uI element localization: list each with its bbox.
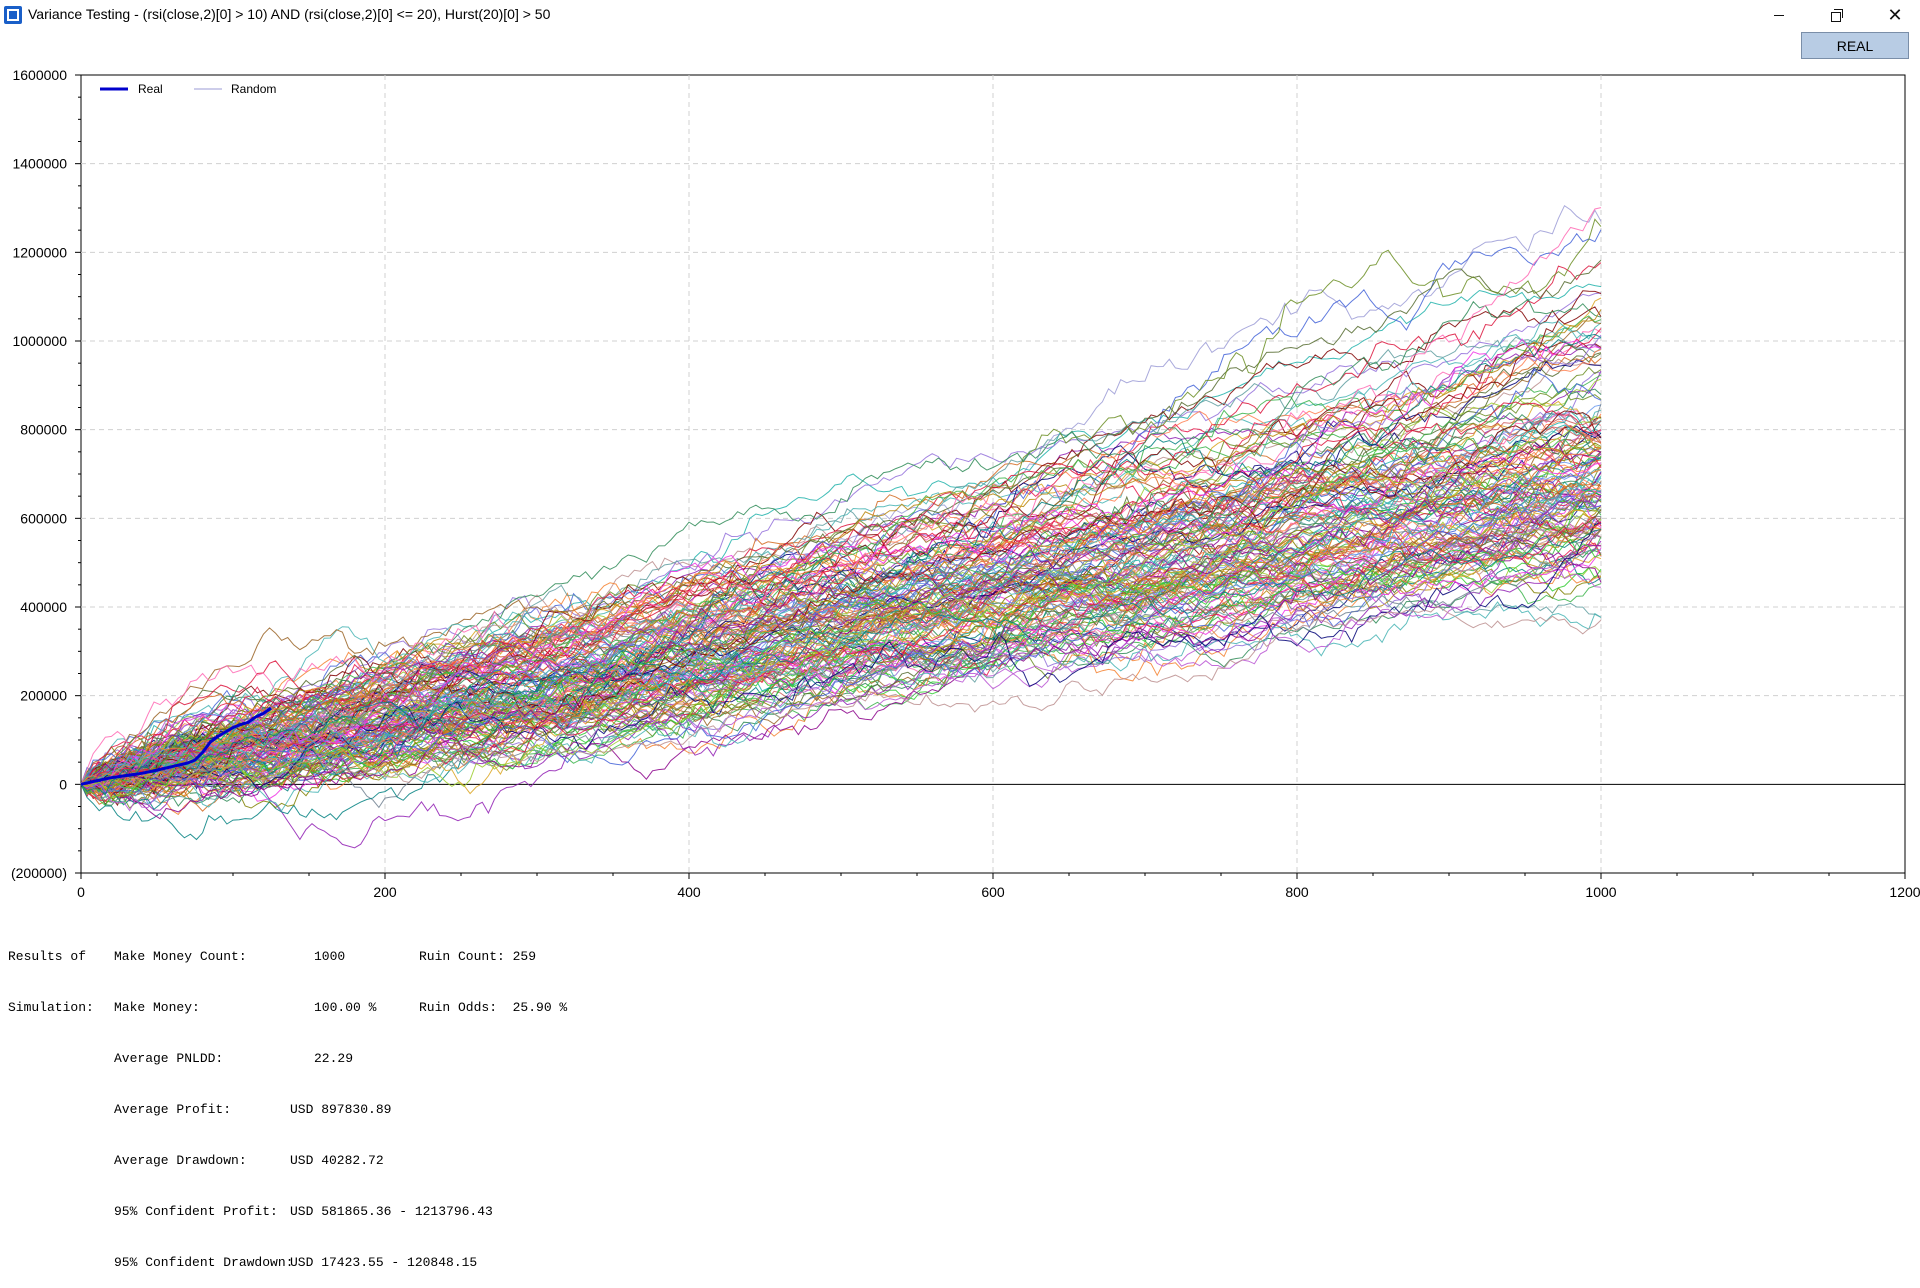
random-run-line	[80, 522, 1602, 790]
window-title: Variance Testing - (rsi(close,2)[0] > 10…	[28, 6, 551, 22]
y-tick-label: 400000	[20, 599, 67, 615]
random-run-line	[80, 333, 1602, 811]
x-tick-label: 200	[373, 884, 397, 900]
results-header-2: Simulation:	[8, 1000, 94, 1015]
average-profit-value: USD 897830.89	[290, 1102, 392, 1117]
real-series-line	[80, 706, 272, 786]
make-money-count-label: Make Money Count:	[114, 949, 247, 964]
random-run-line	[80, 338, 1602, 789]
random-run-line	[80, 481, 1602, 785]
x-tick-label: 1000	[1585, 884, 1616, 900]
x-tick-label: 400	[677, 884, 701, 900]
average-drawdown-label: Average Drawdown:	[114, 1153, 247, 1168]
random-run-line	[80, 471, 1602, 785]
random-run-line	[80, 521, 1602, 816]
y-tick-label: 1000000	[12, 333, 67, 349]
close-icon: ✕	[1887, 5, 1903, 25]
random-run-line	[80, 566, 1602, 812]
y-tick-label: (200000)	[11, 865, 67, 881]
random-run-line	[80, 457, 1602, 785]
random-run-line	[80, 443, 1602, 807]
x-tick-label: 800	[1285, 884, 1309, 900]
confident-drawdown-value: USD 17423.55 - 120848.15	[290, 1255, 478, 1270]
confident-profit-label: 95% Confident Profit:	[114, 1204, 278, 1219]
y-tick-label: 0	[59, 776, 67, 792]
random-run-line	[80, 306, 1602, 785]
random-run-line	[80, 537, 1602, 820]
random-run-line	[80, 425, 1602, 787]
confident-profit-value: USD 581865.36 - 1213796.43	[290, 1204, 493, 1219]
legend-random-label: Random	[231, 82, 276, 96]
app-icon	[4, 6, 22, 24]
average-drawdown-value: USD 40282.72	[290, 1153, 384, 1168]
restore-button[interactable]	[1814, 0, 1860, 30]
make-money-value: 100.00 %	[314, 1000, 377, 1015]
close-button[interactable]: ✕	[1872, 0, 1918, 30]
random-run-line	[80, 489, 1602, 789]
random-run-line	[80, 605, 1602, 785]
random-run-line	[80, 509, 1602, 785]
make-money-count-value: 1000	[314, 949, 346, 964]
random-run-line	[80, 315, 1602, 785]
random-run-line	[80, 481, 1602, 787]
random-run-line	[80, 467, 1602, 793]
average-pnldd-label: Average PNLDD:	[114, 1051, 224, 1066]
random-run-line	[80, 446, 1602, 798]
random-run-line	[80, 344, 1602, 785]
x-tick-label: 0	[77, 884, 85, 900]
legend-real-label: Real	[138, 82, 163, 96]
x-tick-label: 1200	[1889, 884, 1920, 900]
random-run-line	[80, 418, 1602, 788]
random-run-line	[80, 476, 1602, 785]
random-run-line	[80, 494, 1602, 785]
average-profit-label: Average Profit:	[114, 1102, 232, 1117]
average-pnldd-value: 22.29	[314, 1051, 354, 1066]
random-run-line	[80, 540, 1602, 793]
random-run-line	[80, 446, 1602, 785]
variance-chart: 0 200 400 600 800 1000 1200 1600000 1400000 12000…	[11, 67, 1920, 900]
random-run-line	[80, 436, 1602, 785]
random-run-line	[80, 410, 1602, 792]
y-tick-label: 1200000	[12, 244, 67, 260]
minimize-button[interactable]	[1756, 0, 1802, 30]
random-run-line	[80, 495, 1602, 795]
random-run-line	[80, 442, 1602, 800]
random-run-line	[80, 374, 1602, 793]
y-tick-label: 200000	[20, 688, 67, 704]
real-button[interactable]: REAL	[1801, 32, 1909, 59]
minimize-icon	[1774, 14, 1784, 16]
random-run-line	[80, 229, 1602, 785]
random-series-group	[80, 204, 1602, 849]
y-tick-label: 800000	[20, 422, 67, 438]
random-run-line	[80, 309, 1602, 790]
random-run-line	[80, 403, 1602, 795]
simulation-results: Results of Make Money Count: 1000 Ruin C…	[8, 914, 619, 1288]
random-run-line	[80, 509, 1602, 796]
random-run-line	[80, 508, 1602, 789]
random-run-line	[80, 528, 1602, 787]
random-run-line	[80, 369, 1602, 785]
results-header-1: Results of	[8, 949, 87, 964]
random-run-line	[80, 509, 1602, 793]
random-run-line	[80, 218, 1602, 787]
random-run-line	[81, 538, 1602, 791]
confident-drawdown-label: 95% Confident Drawdown:	[114, 1255, 294, 1270]
random-run-line	[80, 457, 1602, 841]
y-tick-label: 600000	[20, 510, 67, 526]
restore-icon	[1831, 9, 1843, 22]
x-tick-label: 600	[981, 884, 1005, 900]
y-tick-label: 1400000	[12, 156, 67, 172]
make-money-label: Make Money:	[114, 1000, 200, 1015]
ruin-count: Ruin Count: 259	[419, 949, 537, 964]
random-run-line	[80, 539, 1602, 849]
ruin-odds: Ruin Odds: 25.90 %	[419, 1000, 568, 1015]
random-run-line	[80, 483, 1602, 792]
random-run-line	[80, 528, 1602, 796]
random-run-line	[80, 207, 1602, 785]
y-tick-label: 1600000	[12, 67, 67, 83]
random-run-line	[80, 469, 1602, 785]
title-bar: Variance Testing - (rsi(close,2)[0] > 10…	[0, 0, 1920, 30]
